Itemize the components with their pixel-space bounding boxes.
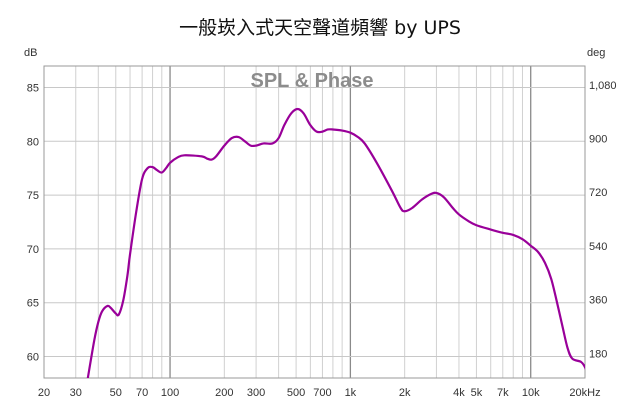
y-left-tick-label: 75 xyxy=(27,190,39,202)
y-right-unit: deg xyxy=(587,47,605,59)
x-tick-label: 100 xyxy=(161,387,179,399)
x-tick-label: 500 xyxy=(287,387,305,399)
x-tick-label: 4k xyxy=(453,387,465,399)
x-tick-label: 20 xyxy=(38,387,50,399)
y-left-tick-label: 65 xyxy=(27,298,39,310)
x-tick-label: 10k xyxy=(522,387,540,399)
y-right-tick-label: 720 xyxy=(589,187,607,199)
x-tick-label: 50 xyxy=(110,387,122,399)
x-tick-label: 20kHz xyxy=(569,387,600,399)
series-layer xyxy=(86,107,585,378)
y-left-tick-label: 80 xyxy=(27,136,39,148)
x-tick-label: 700 xyxy=(313,387,331,399)
tick-labels: 20 30 50 70 100 200 300 500 700 1k 2k 4k 5k 7k 10k 20kH… xyxy=(27,80,617,399)
y-left-tick-label: 60 xyxy=(27,351,39,363)
x-tick-label: 300 xyxy=(247,387,265,399)
x-tick-label: 30 xyxy=(70,387,82,399)
plot-frame xyxy=(43,65,586,379)
gridlines xyxy=(44,66,585,378)
y-left-tick-label: 85 xyxy=(27,83,39,95)
x-tick-label: 5k xyxy=(471,387,483,399)
y-right-tick-label: 360 xyxy=(589,295,607,307)
y-right-tick-label: 180 xyxy=(589,348,607,360)
y-left-tick-label: 70 xyxy=(27,244,39,256)
chart-title: 一般崁入式天空聲道頻響 by UPS xyxy=(179,17,461,39)
x-tick-label: 7k xyxy=(497,387,509,399)
x-tick-label: 200 xyxy=(215,387,233,399)
y-right-tick-label: 1,080 xyxy=(589,80,617,92)
x-tick-label: 70 xyxy=(136,387,148,399)
y-right-tick-label: 900 xyxy=(589,133,607,145)
chart-subtitle: SPL & Phase xyxy=(250,70,373,92)
y-left-unit: dB xyxy=(24,47,37,59)
spl-series-line xyxy=(86,107,585,378)
x-tick-label: 1k xyxy=(345,387,357,399)
y-right-tick-label: 540 xyxy=(589,241,607,253)
x-tick-label: 2k xyxy=(399,387,411,399)
